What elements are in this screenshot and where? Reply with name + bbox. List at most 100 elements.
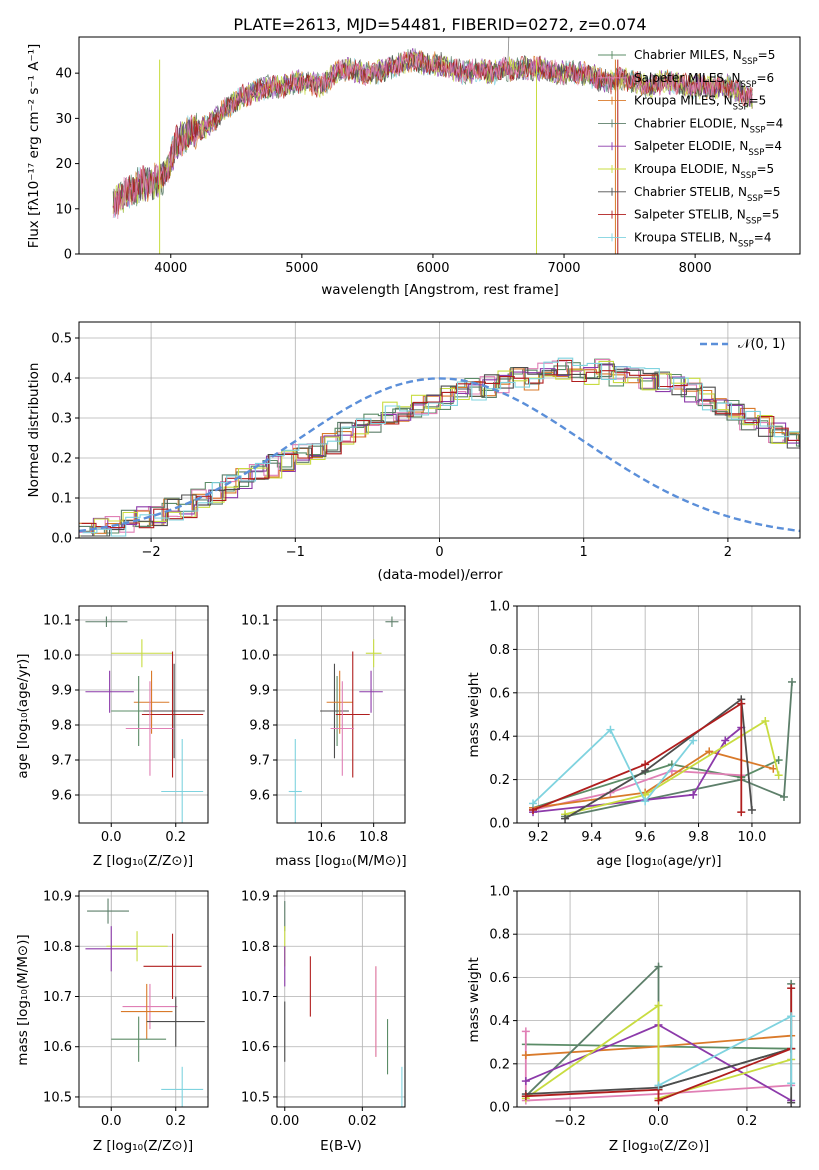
legend-label: Salpeter ELODIE, NSSP=4 xyxy=(634,139,782,158)
mass_age-xtick-label: 10.6 xyxy=(307,830,336,845)
mass_age-data-group xyxy=(288,616,399,823)
gaussian-legend-label: 𝒩(0, 1) xyxy=(738,337,785,352)
mass_age-xtick-label: 10.8 xyxy=(359,830,388,845)
z-mass-ylabel: mass [log₁₀(M/M⊙)] xyxy=(15,934,31,1065)
legend-label: Chabrier STELIB, NSSP=5 xyxy=(634,185,781,204)
spectrum-frame xyxy=(78,36,801,255)
residuals-ytick-label: 0.1 xyxy=(51,492,72,507)
mass_age-ytick-label: 9.6 xyxy=(249,789,270,804)
residuals-ytick-label: 0.4 xyxy=(51,372,72,387)
mass_age-ytick-label: 9.9 xyxy=(249,684,270,699)
z_age-ytick-label: 10.1 xyxy=(43,614,72,629)
residuals-xtick-label: −1 xyxy=(286,545,305,560)
age_weight-ytick-label: 0.8 xyxy=(489,643,510,658)
spectrum-legend: Chabrier MILES, NSSP=5 Salpeter MILES, NS… xyxy=(598,48,783,249)
spectrum-plot-area xyxy=(79,37,800,254)
spectrum-ylabel: Flux [fλ10⁻¹⁷ erg cm⁻² s⁻¹ A⁻¹] xyxy=(26,44,42,249)
residual-histogram xyxy=(81,359,800,529)
ebv_mass-xtick-label: 0.00 xyxy=(270,1114,299,1129)
spectrum-ytick-label: 20 xyxy=(55,157,72,172)
residuals-xtick-label: 0 xyxy=(435,545,443,560)
z_mass-ytick-label: 10.9 xyxy=(43,890,72,905)
age_weight-ytick-label: 0.2 xyxy=(489,773,510,788)
mass-age-xlabel: mass [log₁₀(M/M⊙)] xyxy=(275,853,406,869)
spectrum-model-line xyxy=(112,51,753,220)
z_age-ytick-label: 9.7 xyxy=(51,754,72,769)
ebv_mass-plot-area xyxy=(277,891,405,1107)
z_age-ytick-label: 9.9 xyxy=(51,684,72,699)
z_weight-series-line xyxy=(524,1031,792,1102)
ebv_mass-ytick-label: 10.5 xyxy=(241,1090,270,1105)
z_weight-xtick-label: −0.2 xyxy=(554,1114,586,1129)
z_weight-xtick-label: 0.0 xyxy=(648,1114,669,1129)
spectrum-emission-spike xyxy=(507,37,510,69)
spectrum-xtick-label: 6000 xyxy=(416,261,449,276)
legend-label: Salpeter MILES, NSSP=6 xyxy=(634,71,774,90)
legend-label: Salpeter STELIB, NSSP=5 xyxy=(634,208,779,227)
mass_age-ytick-label: 10.1 xyxy=(241,614,270,629)
residuals-xlabel: (data-model)/error xyxy=(377,567,503,583)
z-mass-xlabel: Z [log₁₀(Z/Z⊙)] xyxy=(93,1138,193,1154)
residuals-xtick-label: 1 xyxy=(580,545,588,560)
age-weight-ylabel: mass weight xyxy=(466,672,482,757)
figure-title: PLATE=2613, MJD=54481, FIBERID=0272, z=0… xyxy=(233,15,646,34)
spectrum-xtick-label: 7000 xyxy=(547,261,580,276)
z_weight-ytick-label: 0.8 xyxy=(489,928,510,943)
mass_age-ytick-label: 9.8 xyxy=(249,719,270,734)
residuals-data-group xyxy=(79,357,800,537)
age_weight-series-line xyxy=(564,719,780,816)
gaussian-curve xyxy=(79,377,800,533)
residuals-ytick-label: 0.0 xyxy=(51,532,72,547)
spectrum-ytick-label: 0 xyxy=(64,248,72,263)
z_age-frame xyxy=(78,605,209,824)
ebv_mass-ytick-label: 10.6 xyxy=(241,1040,270,1055)
residuals-legend: 𝒩(0, 1) xyxy=(700,337,785,352)
ebv_mass-ytick-label: 10.7 xyxy=(241,990,270,1005)
spectrum-xtick-label: 8000 xyxy=(679,261,712,276)
residuals-ylabel: Normed distribution xyxy=(26,363,42,498)
ebv_mass-xtick-label: 0.02 xyxy=(348,1114,377,1129)
spectrum-xtick-label: 5000 xyxy=(285,261,318,276)
z_mass-ytick-label: 10.8 xyxy=(43,940,72,955)
age_weight-series-line xyxy=(532,728,694,805)
z_weight-xtick-label: 0.2 xyxy=(737,1114,758,1129)
residuals-ytick-label: 0.5 xyxy=(51,332,72,347)
z_weight-ytick-label: 1.0 xyxy=(489,885,510,900)
residual-histogram xyxy=(79,368,800,534)
age_weight-ytick-label: 0.6 xyxy=(489,686,510,701)
z_mass-ytick-label: 10.5 xyxy=(43,1090,72,1105)
age_weight-xtick-label: 9.8 xyxy=(688,830,709,845)
z_age-data-group xyxy=(85,616,205,823)
mass_age-ytick-label: 9.7 xyxy=(249,754,270,769)
z_weight-ytick-label: 0.2 xyxy=(489,1057,510,1072)
z_age-ytick-label: 9.6 xyxy=(51,789,72,804)
z_mass-plot-area xyxy=(79,891,208,1107)
age_weight-series-line xyxy=(564,681,793,818)
residual-histogram xyxy=(82,357,800,537)
ebv-mass-xlabel: E(B-V) xyxy=(320,1138,362,1154)
residual-histogram xyxy=(79,358,800,534)
age_weight-xtick-label: 9.2 xyxy=(528,830,549,845)
legend-label: Chabrier ELODIE, NSSP=4 xyxy=(634,116,783,135)
z-weight-xlabel: Z [log₁₀(Z/Z⊙)] xyxy=(609,1138,709,1154)
ebv_mass-data-group xyxy=(284,901,403,1107)
mass_age-frame xyxy=(276,605,406,824)
age_weight-xtick-label: 9.4 xyxy=(581,830,602,845)
z_mass-xtick-label: 0.2 xyxy=(165,1114,186,1129)
spectrum-xlabel: wavelength [Angstrom, rest frame] xyxy=(321,282,559,298)
ebv_mass-ytick-label: 10.9 xyxy=(241,890,270,905)
legend-label: Kroupa MILES, NSSP=5 xyxy=(634,94,766,113)
age_weight-data-group xyxy=(529,677,796,823)
legend-label: Kroupa ELODIE, NSSP=5 xyxy=(634,162,774,181)
legend-label: Kroupa STELIB, NSSP=4 xyxy=(634,230,772,249)
ebv_mass-ytick-label: 10.8 xyxy=(241,940,270,955)
z_age-xtick-label: 0.0 xyxy=(101,830,122,845)
age-weight-xlabel: age [log₁₀(age/yr)] xyxy=(596,853,721,869)
z_mass-data-group xyxy=(85,898,205,1107)
z_weight-series-line xyxy=(525,1003,792,1100)
spectrum-ytick-label: 40 xyxy=(55,67,72,82)
z_mass-ytick-label: 10.7 xyxy=(43,990,72,1005)
z_mass-ytick-label: 10.6 xyxy=(43,1040,72,1055)
